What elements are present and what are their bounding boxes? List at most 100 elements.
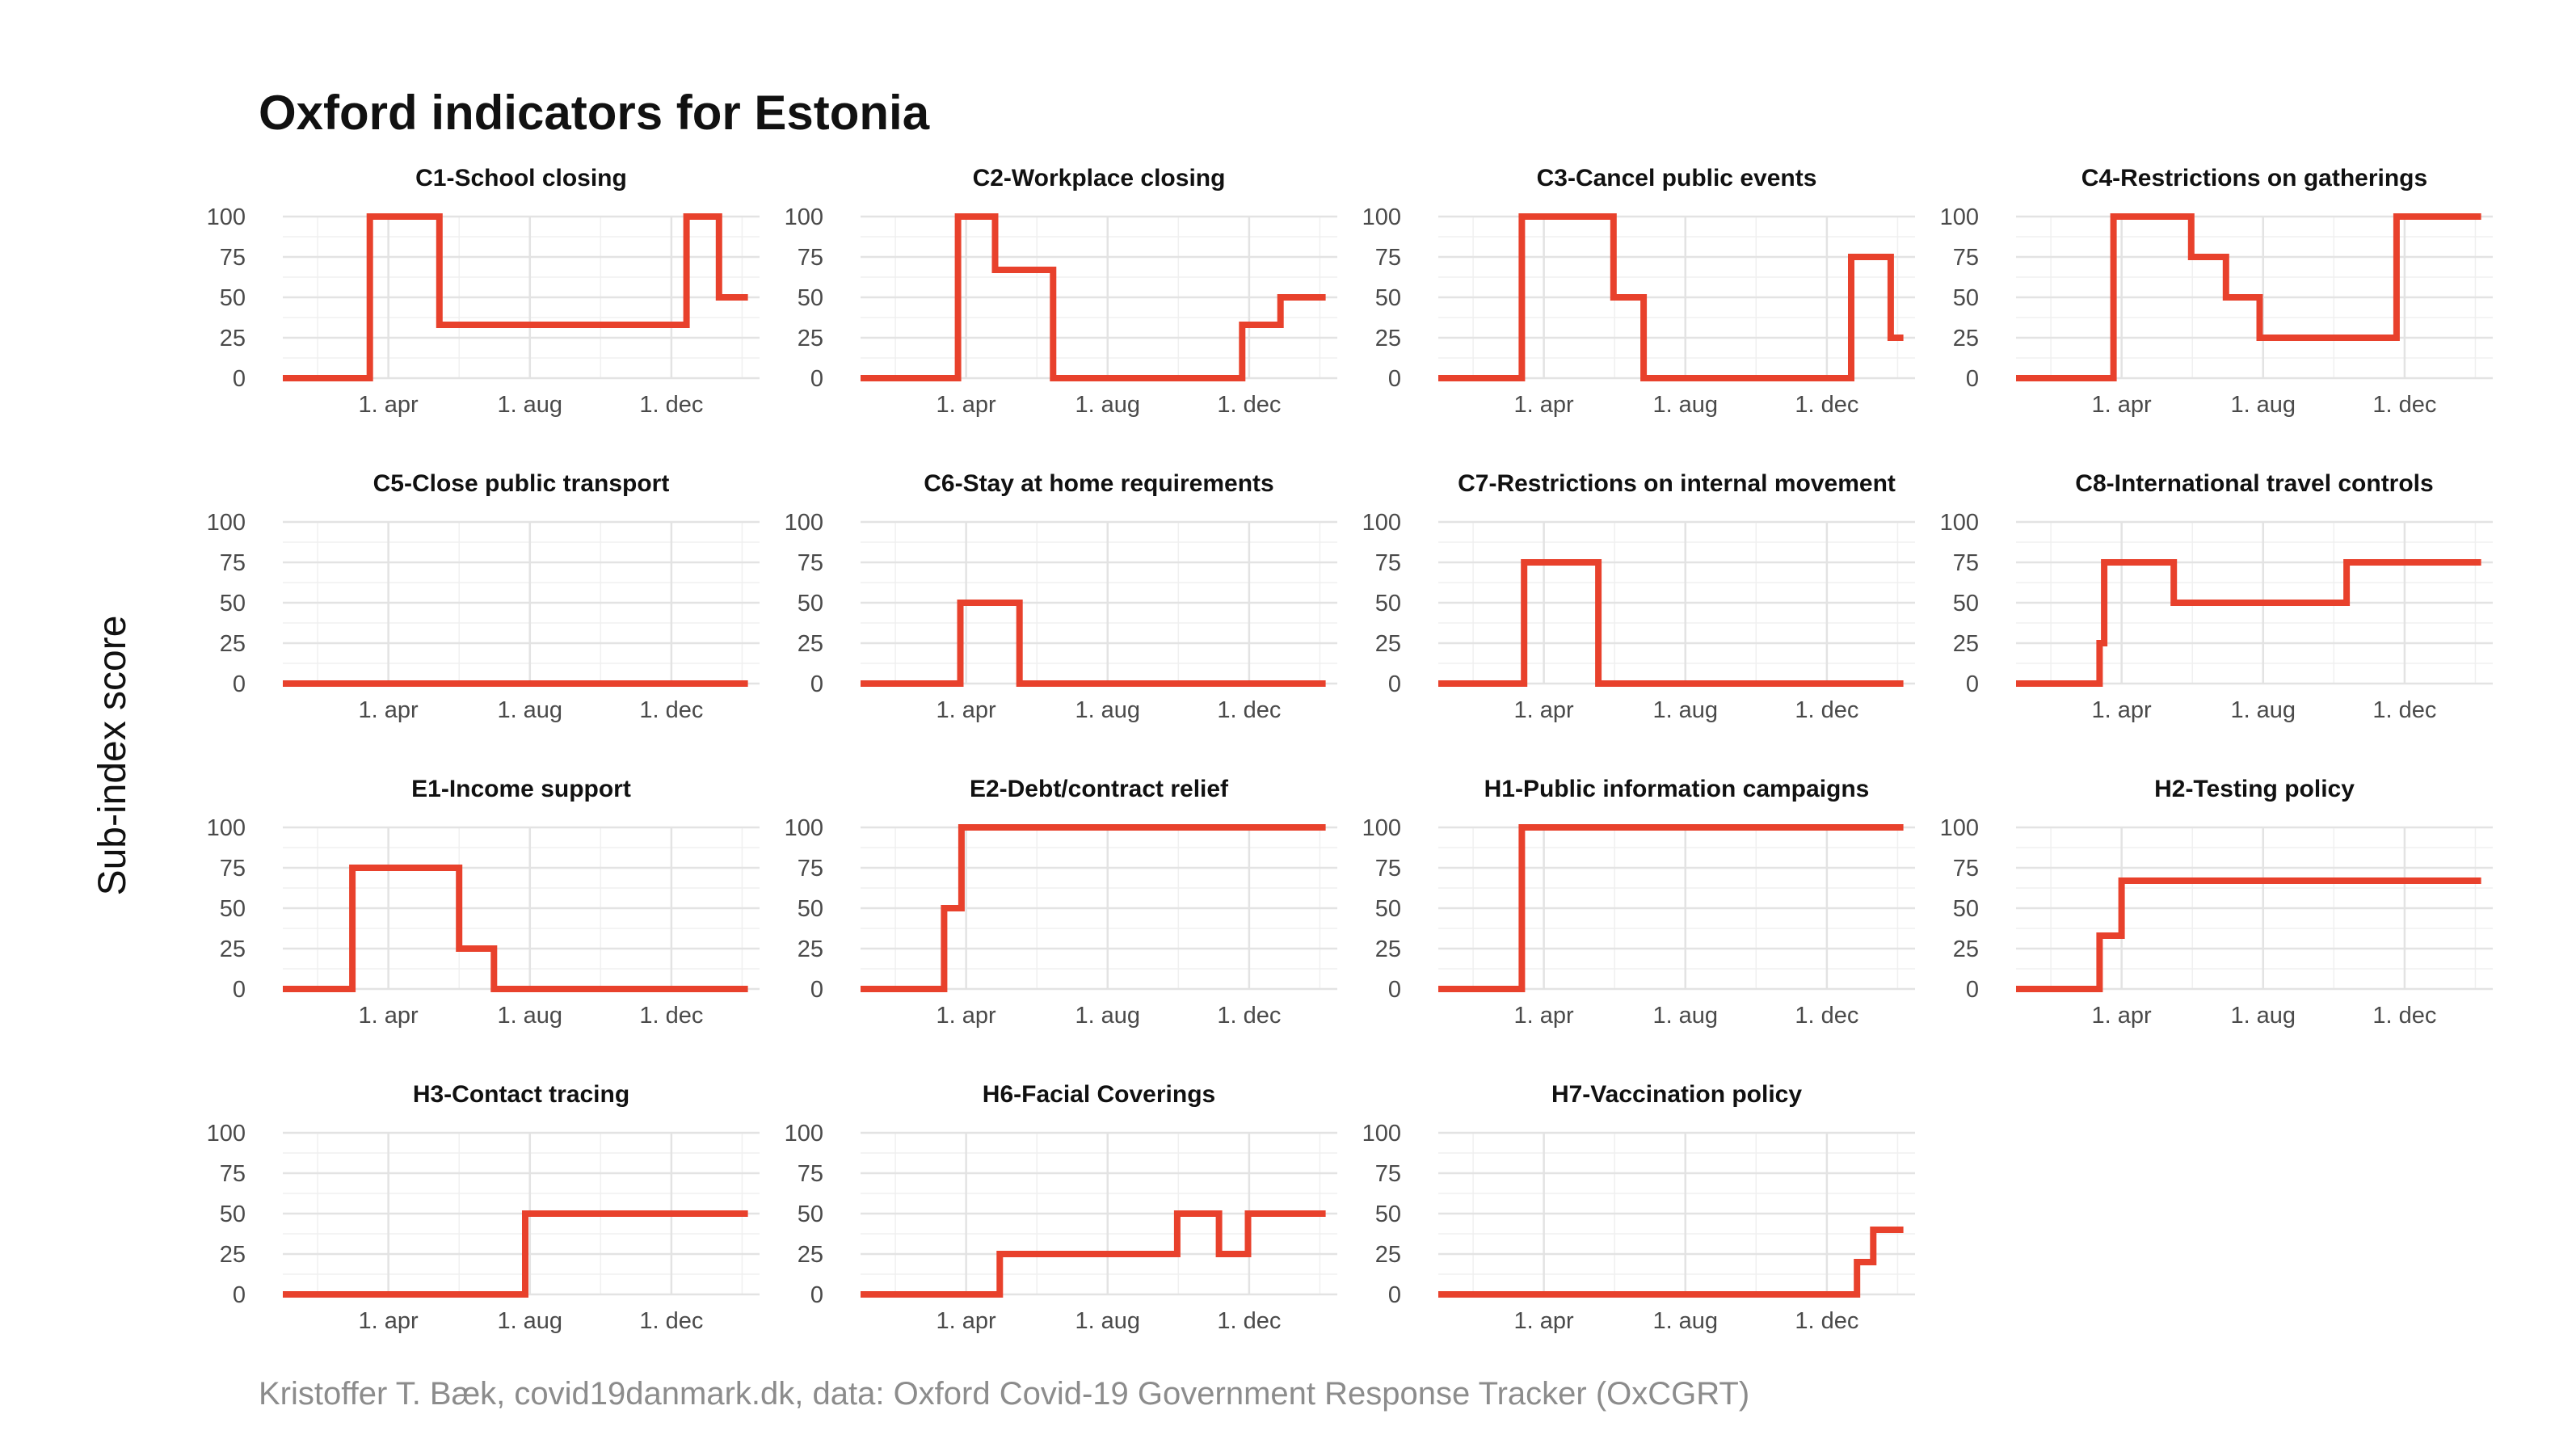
x-tick-label: 1. dec [639, 1003, 703, 1029]
series-line [861, 213, 1326, 381]
facet-panel-13: H3-Contact tracing 0 25 50 75 100 1. apr 1. aug… [207, 1081, 760, 1334]
y-tick-label: 75 [1375, 245, 1401, 271]
x-tick-label: 1. dec [639, 1308, 703, 1334]
x-tick-label: 1. dec [1795, 392, 1858, 418]
x-tick-label: 1. aug [1652, 1003, 1718, 1029]
facet-panel-5: C5-Close public transport 0 25 50 75 100 1. ap… [207, 470, 760, 723]
series-line [861, 824, 1326, 992]
y-tick-label: 50 [1953, 896, 1979, 922]
y-tick-label: 50 [220, 1201, 246, 1227]
y-tick-label: 25 [220, 936, 246, 962]
x-tick-label: 1. dec [2372, 392, 2436, 418]
y-tick-label: 100 [207, 815, 246, 841]
y-tick-label: 0 [1966, 977, 1979, 1003]
y-tick-label: 100 [785, 510, 823, 536]
x-tick-label: 1. dec [639, 697, 703, 723]
y-tick-label: 100 [1940, 204, 1979, 230]
x-tick-label: 1. aug [1075, 697, 1140, 723]
y-tick-label: 25 [1375, 631, 1401, 657]
panel-title: C2-Workplace closing [973, 165, 1226, 191]
series-line [861, 600, 1326, 687]
facet-panel-12: H2-Testing policy 0 25 50 75 100 1. apr 1. aug 1… [1940, 776, 2493, 1029]
y-tick-label: 75 [1375, 550, 1401, 576]
y-tick-label: 0 [233, 671, 246, 697]
y-tick-label: 75 [1953, 245, 1979, 271]
y-tick-label: 50 [1375, 1201, 1401, 1227]
series-line [2016, 213, 2481, 381]
facet-panel-1: C1-School closing 0 25 50 75 100 1. apr 1. aug 1… [207, 165, 760, 418]
y-tick-label: 75 [220, 550, 246, 576]
series-line [1438, 559, 1904, 687]
y-tick-label: 0 [1966, 671, 1979, 697]
series-line [2016, 877, 2481, 992]
y-tick-label: 0 [1388, 977, 1401, 1003]
series-line [1438, 1227, 1904, 1298]
x-tick-label: 1. aug [497, 1308, 562, 1334]
panel-title: C4-Restrictions on gatherings [2081, 165, 2427, 191]
y-tick-label: 100 [207, 204, 246, 230]
y-tick-label: 0 [810, 1282, 823, 1308]
x-tick-label: 1. apr [937, 1003, 996, 1029]
x-tick-label: 1. aug [497, 697, 562, 723]
chart-caption: Kristoffer T. Bæk, covid19danmark.dk, da… [259, 1376, 1749, 1412]
y-tick-label: 50 [798, 1201, 823, 1227]
x-tick-label: 1. apr [359, 697, 419, 723]
x-tick-label: 1. aug [2230, 392, 2296, 418]
y-tick-label: 75 [1375, 856, 1401, 882]
y-tick-label: 25 [798, 1242, 823, 1268]
y-tick-label: 100 [785, 815, 823, 841]
x-tick-label: 1. apr [2092, 392, 2152, 418]
y-tick-label: 50 [220, 285, 246, 311]
y-tick-label: 75 [220, 1161, 246, 1187]
y-tick-label: 0 [810, 977, 823, 1003]
y-tick-label: 75 [1953, 550, 1979, 576]
panel-title: C3-Cancel public events [1537, 165, 1817, 191]
facet-panel-10: E2-Debt/contract relief 0 25 50 75 100 1. apr 1… [785, 776, 1337, 1029]
y-tick-label: 100 [1362, 510, 1401, 536]
y-tick-label: 50 [798, 285, 823, 311]
x-tick-label: 1. dec [2372, 1003, 2436, 1029]
series-line [283, 1210, 748, 1298]
y-tick-label: 25 [220, 631, 246, 657]
y-tick-label: 75 [220, 245, 246, 271]
y-tick-label: 100 [785, 204, 823, 230]
y-tick-label: 100 [1940, 815, 1979, 841]
y-tick-label: 0 [233, 1282, 246, 1308]
x-tick-label: 1. dec [1217, 1003, 1281, 1029]
x-tick-label: 1. dec [1795, 697, 1858, 723]
facet-panel-11: H1-Public information campaigns 0 25 50 75 10… [1362, 776, 1915, 1029]
panel-title: E1-Income support [411, 776, 631, 802]
y-tick-label: 25 [1953, 936, 1979, 962]
y-tick-label: 0 [1966, 366, 1979, 392]
y-tick-label: 25 [1375, 936, 1401, 962]
x-tick-label: 1. dec [1795, 1003, 1858, 1029]
y-tick-label: 100 [207, 1121, 246, 1147]
y-tick-label: 100 [207, 510, 246, 536]
series-line [283, 213, 748, 381]
panel-title: C6-Stay at home requirements [924, 470, 1273, 497]
series-line [2016, 559, 2481, 687]
y-tick-label: 100 [1940, 510, 1979, 536]
facet-panel-8: C8-International travel controls 0 25 50 75 1… [1940, 470, 2493, 723]
y-tick-label: 25 [220, 1242, 246, 1268]
x-tick-label: 1. aug [1075, 1308, 1140, 1334]
x-tick-label: 1. aug [1652, 697, 1718, 723]
y-tick-label: 75 [798, 245, 823, 271]
x-tick-label: 1. apr [937, 392, 996, 418]
y-tick-label: 0 [1388, 366, 1401, 392]
facet-panels: C1-School closing 0 25 50 75 100 1. apr 1. aug 1… [207, 165, 2493, 1334]
x-tick-label: 1. aug [1652, 1308, 1718, 1334]
facet-panel-7: C7-Restrictions on internal movement 0 25 5… [1362, 470, 1915, 723]
y-tick-label: 25 [1375, 326, 1401, 351]
facet-panel-6: C6-Stay at home requirements 0 25 50 75 100 1.… [785, 470, 1337, 723]
series-line [283, 865, 748, 992]
facet-panel-4: C4-Restrictions on gatherings 0 25 50 75 100 1… [1940, 165, 2493, 418]
x-tick-label: 1. dec [2372, 697, 2436, 723]
facet-panel-3: C3-Cancel public events 0 25 50 75 100 1. apr 1… [1362, 165, 1915, 418]
y-tick-label: 50 [1953, 285, 1979, 311]
y-tick-label: 100 [1362, 1121, 1401, 1147]
x-tick-label: 1. dec [1217, 1308, 1281, 1334]
panel-title: C1-School closing [415, 165, 627, 191]
facet-panel-15: H7-Vaccination policy 0 25 50 75 100 1. apr 1. … [1362, 1081, 1915, 1334]
